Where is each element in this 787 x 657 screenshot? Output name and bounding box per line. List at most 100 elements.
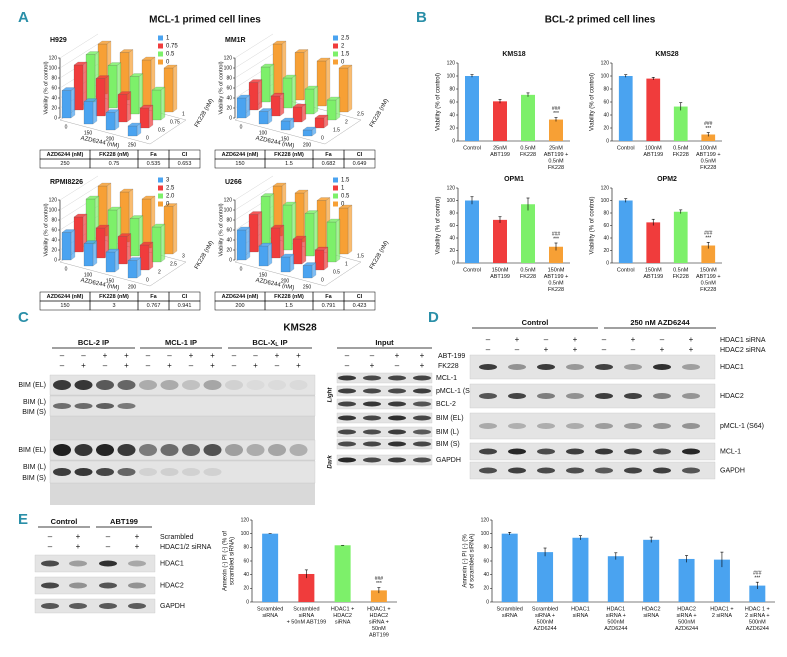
x-tick-label: 100 bbox=[84, 272, 93, 278]
blot-title: KMS28 bbox=[283, 323, 317, 334]
blot-band bbox=[624, 364, 642, 370]
treatment-sign: + bbox=[515, 335, 520, 344]
treatment-sign: – bbox=[345, 361, 350, 370]
error-bar bbox=[624, 74, 628, 78]
band-label: HDAC2 bbox=[160, 582, 184, 589]
bar-top bbox=[282, 74, 297, 79]
x-tick-label: 200 bbox=[106, 136, 115, 142]
treatment-sign: – bbox=[631, 345, 636, 354]
bar-top bbox=[97, 182, 112, 187]
blot-band bbox=[225, 444, 243, 456]
bar-side bbox=[257, 79, 263, 111]
bar bbox=[618, 76, 633, 141]
bar-top bbox=[338, 64, 353, 69]
bar-side bbox=[335, 218, 341, 263]
x-tick-label: Control bbox=[617, 267, 635, 273]
bar-front bbox=[270, 95, 281, 117]
bar-side bbox=[279, 224, 285, 259]
x-tick-label: 500nM bbox=[678, 619, 695, 625]
bar-side bbox=[267, 242, 273, 267]
legend-swatch bbox=[158, 59, 163, 65]
y-tick-label: 100 bbox=[447, 198, 456, 204]
treatment-sign: – bbox=[106, 532, 111, 541]
group-label-text: MCL-1 IP bbox=[165, 338, 197, 347]
bar-side bbox=[70, 87, 76, 119]
z-tick-label: 3 bbox=[182, 253, 185, 259]
bar bbox=[673, 211, 688, 263]
bar-front bbox=[107, 209, 118, 251]
bar-side bbox=[335, 96, 341, 121]
x-tick-label: ABT199 bbox=[643, 152, 663, 158]
x-tick-label: 2 siRNA bbox=[712, 613, 733, 619]
bar-top bbox=[129, 73, 144, 77]
bar-front bbox=[338, 207, 349, 255]
x-tick-label: Scrambled bbox=[257, 606, 283, 612]
table-header: FK228 (nM) bbox=[99, 152, 129, 158]
blot-band bbox=[566, 467, 584, 474]
blot-band bbox=[225, 380, 243, 390]
y-axis-label: Viability (% of control) bbox=[590, 197, 596, 255]
y-tick-label: 100 bbox=[601, 198, 610, 204]
x-tick-label: 0 bbox=[240, 124, 243, 130]
bar bbox=[370, 590, 387, 602]
treatment-sign: – bbox=[146, 361, 151, 370]
bar-front bbox=[326, 99, 337, 121]
x-tick-label: ABT199 bbox=[643, 274, 663, 280]
bar-side bbox=[301, 103, 307, 123]
bar bbox=[701, 245, 716, 263]
x-tick-label: 150 bbox=[84, 130, 93, 136]
blot-band bbox=[653, 393, 671, 399]
chart-title: H929 bbox=[50, 37, 67, 44]
x-tick-label: siRNA + bbox=[369, 619, 389, 625]
blot-band bbox=[363, 388, 381, 394]
treatment-sign: – bbox=[345, 351, 350, 360]
blot-band bbox=[338, 388, 356, 394]
bar-front bbox=[248, 82, 259, 111]
y-tick-label: 20 bbox=[226, 105, 232, 111]
y-axis-label: Annexin (-) PI (-) (% of bbox=[223, 531, 229, 591]
band-label: BIM (S) bbox=[436, 441, 460, 448]
blot-strip bbox=[336, 426, 433, 438]
x-tick-label: 50nM bbox=[372, 626, 386, 632]
group-label: Input bbox=[375, 338, 394, 347]
bar-side bbox=[291, 74, 297, 109]
bar-3d bbox=[258, 108, 273, 125]
blot-band bbox=[388, 415, 406, 421]
bar-side bbox=[279, 92, 285, 117]
blot-band bbox=[537, 467, 555, 474]
y-tick-label: 80 bbox=[226, 75, 232, 81]
bar-3d bbox=[314, 114, 329, 129]
bar-top bbox=[61, 87, 76, 91]
exposure-label: Dark bbox=[328, 455, 334, 469]
y-tick-label: 0 bbox=[54, 257, 57, 263]
bar-top bbox=[107, 62, 122, 66]
treatment-sign: – bbox=[146, 351, 151, 360]
treatment-sign: + bbox=[689, 335, 694, 344]
y-tick-label: 40 bbox=[51, 95, 57, 101]
blot-strip bbox=[336, 372, 433, 384]
x-tick-label: HDAC2 bbox=[370, 613, 389, 619]
group-label-after: IP bbox=[278, 338, 287, 347]
x-tick-label: 25nM bbox=[549, 145, 563, 151]
x-tick-label: 500nM bbox=[537, 619, 554, 625]
x-tick-label: 100 bbox=[259, 130, 268, 136]
bar-3d bbox=[282, 74, 297, 109]
bar-top bbox=[326, 218, 341, 223]
bar-3d bbox=[248, 79, 263, 111]
treatment-sign: + bbox=[573, 335, 578, 344]
bar-3d bbox=[117, 233, 132, 265]
bar-top bbox=[85, 195, 100, 200]
treatment-label: Scrambled bbox=[160, 534, 194, 541]
blot-band bbox=[338, 429, 356, 435]
blot-band bbox=[74, 468, 93, 476]
x-tick-label: siRNA bbox=[262, 613, 278, 619]
bar-top bbox=[117, 91, 132, 95]
z-tick-label: 0 bbox=[146, 135, 149, 141]
significance: *** bbox=[553, 111, 559, 117]
treatment-sign: + bbox=[135, 532, 140, 541]
band-label: HDAC2 bbox=[720, 393, 744, 400]
bar-front bbox=[83, 101, 94, 125]
bar-top bbox=[163, 203, 178, 207]
blot-band bbox=[96, 444, 114, 456]
bar-front bbox=[151, 89, 162, 121]
